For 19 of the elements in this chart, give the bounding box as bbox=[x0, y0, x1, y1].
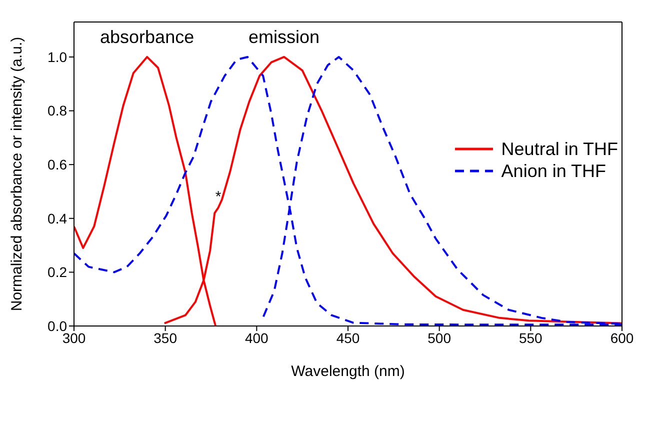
y-axis-title: Normalized absorbance or intensity (a.u.) bbox=[8, 36, 26, 312]
y-tick-label: 0.8 bbox=[48, 102, 68, 119]
x-tick-label: 350 bbox=[154, 330, 178, 346]
annotation: emission bbox=[248, 26, 320, 47]
y-tick-label: 0.2 bbox=[48, 264, 68, 280]
legend-label: Anion in THF bbox=[501, 160, 606, 182]
x-axis-title: Wavelength (nm) bbox=[291, 363, 405, 380]
x-tick-label: 400 bbox=[244, 330, 269, 346]
annotation: absorbance bbox=[100, 26, 194, 47]
x-tick-label: 450 bbox=[336, 330, 360, 346]
y-tick-label: 1.0 bbox=[48, 48, 68, 65]
legend-label: Neutral in THF bbox=[501, 138, 618, 160]
x-tick-label: 600 bbox=[610, 330, 634, 346]
annotation: * bbox=[215, 188, 222, 206]
x-tick-label: 500 bbox=[428, 330, 452, 346]
y-tick-label: 0.0 bbox=[48, 318, 68, 334]
x-tick-label: 550 bbox=[518, 330, 543, 346]
y-tick-label: 0.4 bbox=[48, 210, 68, 226]
y-tick-label: 0.6 bbox=[48, 156, 68, 173]
